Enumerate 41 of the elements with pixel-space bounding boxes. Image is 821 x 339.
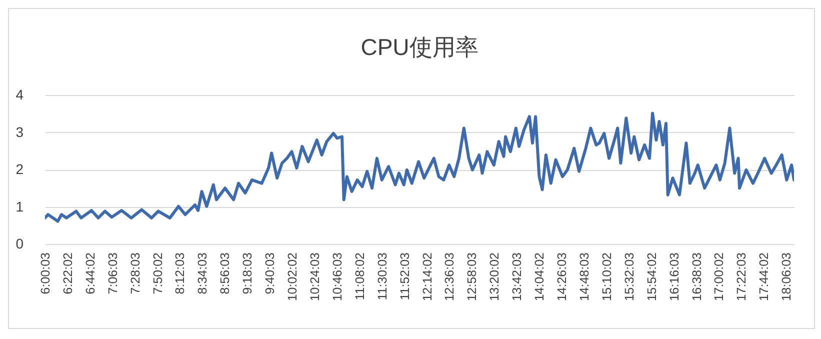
x-tick-label: 6:44:02 xyxy=(83,252,98,294)
x-tick-label: 18:06:03 xyxy=(780,252,794,302)
x-tick-label: 8:56:03 xyxy=(218,252,232,294)
x-tick-label: 16:16:03 xyxy=(667,252,682,302)
x-tick-label: 10:46:03 xyxy=(330,252,344,302)
x-tick-label: 13:20:02 xyxy=(488,252,502,302)
x-tick-label: 17:22:03 xyxy=(734,252,749,302)
x-tick-label: 12:36:03 xyxy=(442,252,457,302)
x-tick-label: 11:52:03 xyxy=(398,252,412,300)
x-tick-label: 7:50:02 xyxy=(150,252,165,294)
x-tick-label: 7:06:03 xyxy=(106,252,120,294)
x-tick-label: 17:00:02 xyxy=(712,252,726,302)
x-tick-label: 12:58:03 xyxy=(465,252,480,302)
x-tick-label: 9:18:03 xyxy=(240,252,255,294)
x-tick-label: 11:30:03 xyxy=(375,252,390,300)
x-tick-label: 14:48:03 xyxy=(577,252,592,302)
x-tick-label: 6:22:02 xyxy=(60,252,75,294)
line-series xyxy=(45,112,794,223)
x-tick-label: 8:12:03 xyxy=(173,252,188,294)
x-tick-label: 8:34:03 xyxy=(196,252,210,294)
y-tick-label: 3 xyxy=(16,124,24,140)
x-tick-label: 10:24:03 xyxy=(308,252,322,302)
y-tick-label: 4 xyxy=(16,86,24,102)
y-tick-label: 2 xyxy=(16,161,24,177)
x-tick-label: 15:54:02 xyxy=(644,252,659,302)
x-tick-label: 15:32:03 xyxy=(622,252,636,302)
x-tick-label: 11:08:02 xyxy=(352,252,367,300)
x-tick-label: 15:10:02 xyxy=(600,252,614,302)
x-tick-label: 9:40:03 xyxy=(263,252,278,294)
x-tick-label: 7:28:03 xyxy=(128,252,142,294)
y-tick-label: 0 xyxy=(16,236,24,252)
chart-title: CPU使用率 xyxy=(360,34,478,60)
x-tick-label: 17:44:02 xyxy=(757,252,772,302)
x-tick-label: 13:42:03 xyxy=(510,252,524,302)
x-tick-label: 12:14:02 xyxy=(420,252,434,302)
x-tick-label: 10:02:02 xyxy=(286,252,300,302)
x-tick-label: 6:00:03 xyxy=(38,252,52,294)
x-tick-label: 16:38:03 xyxy=(690,252,704,302)
x-tick-label: 14:04:02 xyxy=(532,252,547,302)
y-tick-label: 1 xyxy=(16,198,24,214)
x-tick-label: 14:26:03 xyxy=(555,252,570,302)
